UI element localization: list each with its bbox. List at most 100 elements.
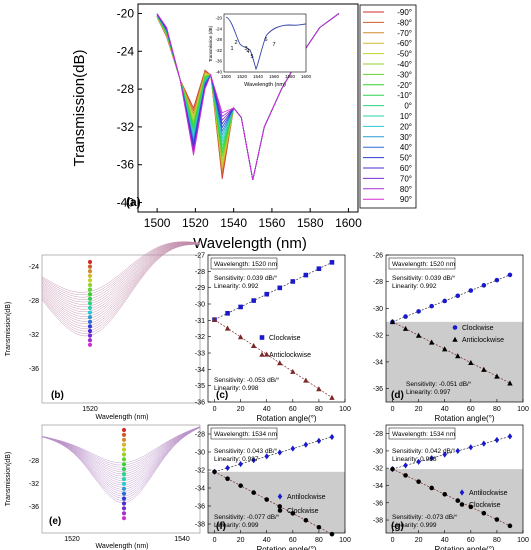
data-point-triangle: [415, 332, 422, 338]
legend-entry: 0°: [404, 102, 412, 111]
spectrum-line: [41, 243, 201, 332]
panel-a-x-tick-label: 1600: [335, 216, 362, 230]
spectrum-minimum-dot: [121, 496, 127, 501]
data-point-diamond: [455, 447, 461, 455]
inset-x-tick-label: 1520: [237, 74, 248, 79]
inset-point-label: 4: [246, 49, 249, 55]
panel-a-y-tick-label: -40: [117, 196, 135, 210]
data-point-triangle: [481, 366, 487, 372]
panel-a-y-tick-label: -20: [117, 6, 135, 20]
panel-a-x-tick-label: 1520: [182, 216, 209, 230]
legend-entry: Anticlockwise: [462, 337, 504, 344]
spectrum-line: [41, 427, 201, 503]
spectrum-minimum-dot: [87, 278, 93, 283]
y-tick-label: -34: [373, 483, 383, 490]
data-point-circle: [468, 288, 474, 293]
data-point-diamond: [225, 464, 230, 472]
y-tick-label: -26: [373, 253, 383, 260]
x-tick-label: 80: [315, 406, 323, 413]
data-point-circle: [277, 508, 283, 513]
spectrum-line: [41, 243, 201, 322]
spectrum-line: [41, 426, 201, 472]
data-point-circle: [452, 325, 458, 330]
legend-entry: -80°: [397, 18, 412, 27]
data-point-triangle: [494, 373, 500, 379]
panel-label: (d): [391, 390, 404, 401]
panel-a-x-label: Wavelength (nm): [193, 235, 307, 252]
inset-point-label: 3: [244, 46, 247, 52]
y-tick-label: -34: [195, 486, 205, 493]
panel-a-x-tick-label: 1560: [259, 216, 286, 230]
panel-e-y-ticks: -28 -32 -36: [29, 458, 39, 511]
inset-point-label: 7: [272, 42, 275, 48]
x-tick-label: 100: [517, 537, 529, 544]
x-tick-label: 1540: [174, 536, 190, 543]
spectrum-line: [41, 242, 201, 305]
y-tick-label: -32: [29, 332, 39, 339]
y-tick-label: -32: [195, 468, 205, 475]
x-tick-label: 60: [467, 537, 475, 544]
data-point-triangle: [455, 353, 461, 359]
legend-entry: -50°: [397, 50, 412, 59]
y-tick-label: -32: [29, 481, 39, 488]
x-axis-label: Rotation angle(°): [434, 414, 494, 423]
inset-point-label: 6: [264, 37, 267, 43]
data-point-triangle: [428, 339, 435, 345]
data-point-triangle: [290, 368, 296, 374]
panel-label: (f): [216, 521, 226, 532]
linearity-text: Linearity: 0.997: [406, 389, 451, 396]
data-point-diamond: [459, 489, 465, 496]
y-tick-label: -38: [195, 522, 205, 529]
data-point-circle: [329, 531, 335, 537]
x-tick-label: 40: [441, 406, 449, 413]
panel-d: -26 -28 -30 -32 -34 -36 0 20 40 60 80 100 Rotation a…: [373, 253, 529, 424]
inset-y-label: Transmission (dB): [208, 25, 213, 62]
data-point-square: [238, 304, 243, 310]
y-tick-label: -31: [195, 318, 205, 325]
sensitivity-text: Sensitivity: -0.053 dB/°: [214, 376, 280, 384]
data-point-circle: [251, 490, 256, 495]
info-box: [210, 427, 278, 440]
data-point-circle: [416, 479, 421, 484]
spectrum-minimum-dot: [121, 432, 127, 437]
x-tick-label: 40: [263, 537, 271, 544]
data-point-circle: [468, 504, 474, 510]
data-point-circle: [507, 523, 513, 529]
sensitivity-text: Sensitivity: -0.051 dB/°: [406, 380, 472, 388]
data-point-triangle: [468, 359, 474, 366]
spectrum-line: [41, 243, 201, 315]
y-tick-label: -38: [373, 518, 383, 525]
spectrum-minimum-dot: [121, 467, 127, 472]
data-point-circle: [494, 277, 500, 283]
spectrum-minimum-dot: [121, 481, 127, 486]
spectrum-line: [41, 242, 201, 308]
y-tick-label: -24: [29, 264, 39, 271]
data-point-triangle: [389, 319, 396, 325]
linearity-text: Linearity: 0.992: [214, 283, 259, 290]
inset-curve: [225, 16, 307, 71]
y-tick-label: -30: [373, 448, 383, 455]
legend-entry: -10°: [397, 91, 412, 100]
data-point-circle: [290, 511, 296, 516]
spectrum-minimum-dot: [121, 506, 127, 511]
linearity-text: Linearity: 0.987: [214, 456, 259, 463]
fit-line: [392, 436, 511, 470]
panel-b-x-ticks: 1520: [82, 406, 98, 413]
spectrum-line: [41, 244, 201, 334]
data-point-triangle: [442, 346, 448, 352]
panel-f: -28 -30 -32 -34 -36 -38 0 20 40 60 80 100 Rotation a…: [195, 424, 351, 550]
panel-a-y-tick-label: -24: [117, 44, 135, 58]
inset-y-tick-label: -32: [215, 48, 222, 53]
data-point-diamond: [238, 460, 243, 468]
sensitivity-text: Sensitivity: 0.039 dB/°: [392, 274, 456, 282]
data-point-square: [316, 266, 322, 272]
spectrum-line: [41, 426, 201, 486]
data-point-diamond: [507, 433, 513, 440]
spectrum-minimum-dot: [87, 301, 93, 306]
legend-entry: Clockwise: [469, 502, 501, 509]
fit-line: [214, 319, 333, 398]
data-point-circle: [459, 502, 465, 507]
spectrum-minimum-dot: [121, 447, 127, 452]
y-tick-label: -28: [373, 279, 383, 286]
y-tick-label: -32: [373, 466, 383, 473]
